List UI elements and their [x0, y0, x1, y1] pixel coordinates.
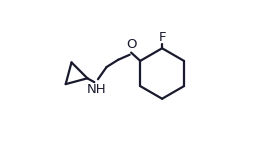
Text: F: F — [158, 31, 165, 44]
Text: NH: NH — [86, 83, 106, 96]
Text: O: O — [125, 38, 136, 51]
